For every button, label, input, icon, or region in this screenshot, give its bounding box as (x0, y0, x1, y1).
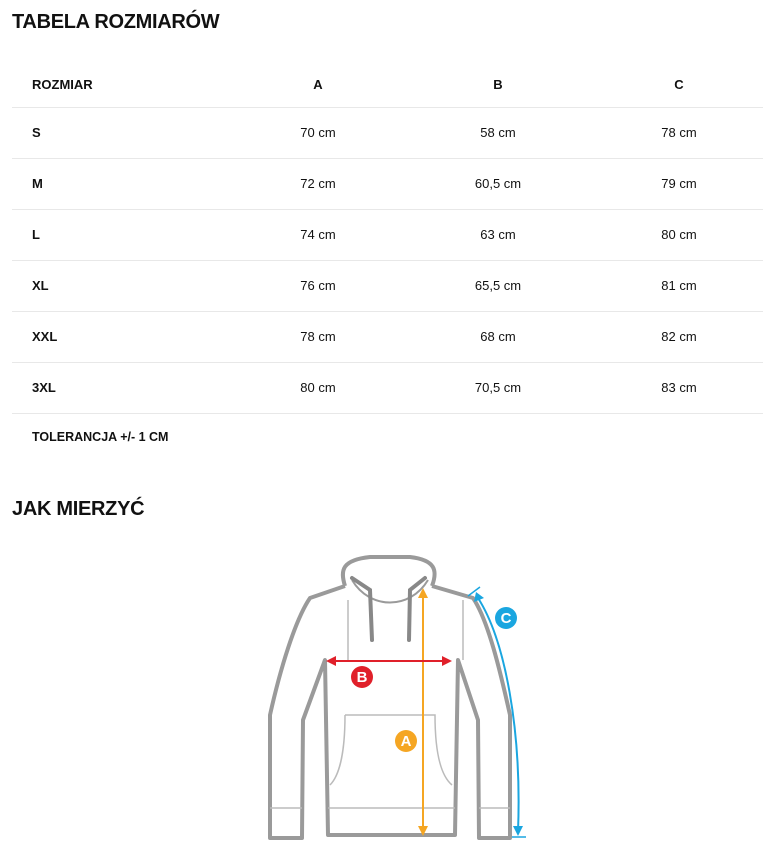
hoodie-outline (268, 555, 512, 840)
label-c: C (501, 610, 512, 627)
header-cell: C (674, 77, 684, 92)
header-cell: A (313, 77, 323, 92)
measure-cell: 81 cm (661, 278, 697, 293)
table-row: 3XL 80 cm 70,5 cm 83 cm (12, 363, 763, 414)
size-cell: L (32, 227, 40, 242)
measure-cell: 60,5 cm (474, 176, 522, 191)
measure-cell: 80 cm (300, 380, 336, 395)
size-cell: XXL (32, 329, 58, 344)
size-cell: XL (32, 278, 49, 293)
table-row: M 72 cm 60,5 cm 79 cm (12, 159, 763, 210)
table-row: L 74 cm 63 cm 80 cm (12, 210, 763, 261)
measure-cell: 80 cm (661, 227, 697, 242)
measure-cell: 70 cm (300, 125, 336, 140)
measure-cell: 63 cm (480, 227, 516, 242)
measure-cell: 83 cm (661, 380, 697, 395)
tolerance-note: TOLERANCJA +/- 1 CM (32, 430, 169, 444)
size-cell: M (32, 176, 43, 191)
measure-a: A (395, 588, 428, 836)
table-row: XXL 78 cm 68 cm 82 cm (12, 312, 763, 363)
measure-cell: 65,5 cm (474, 278, 522, 293)
drawstrings (350, 576, 427, 642)
header-cell: ROZMIAR (32, 77, 93, 92)
table-header: ROZMIAR A B C (12, 60, 763, 108)
measure-c: C (467, 586, 526, 838)
measure-cell: 78 cm (300, 329, 336, 344)
size-table: ROZMIAR A B C S 70 cm 58 cm 78 cm M 72 cm 60,5… (12, 60, 763, 414)
label-b: B (357, 669, 368, 686)
size-cell: 3XL (32, 380, 56, 395)
measure-b: B (326, 656, 452, 688)
measure-cell: 58 cm (480, 125, 516, 140)
how-to-measure-title: JAK MIERZYĆ (12, 498, 145, 520)
measure-cell: 82 cm (661, 329, 697, 344)
measure-cell: 78 cm (661, 125, 697, 140)
measure-cell: 79 cm (661, 176, 697, 191)
measure-cell: 68 cm (480, 329, 516, 344)
label-a: A (401, 733, 412, 750)
measure-cell: 70,5 cm (474, 380, 522, 395)
header-cell: B (493, 77, 503, 92)
page-title: TABELA ROZMIARÓW (12, 11, 220, 33)
size-cell: S (32, 125, 41, 140)
table-row: S 70 cm 58 cm 78 cm (12, 108, 763, 159)
measure-cell: 72 cm (300, 176, 336, 191)
hoodie-measure-diagram: A B C (268, 555, 526, 840)
table-row: XL 76 cm 65,5 cm 81 cm (12, 261, 763, 312)
measure-cell: 74 cm (300, 227, 336, 242)
measure-cell: 76 cm (300, 278, 336, 293)
